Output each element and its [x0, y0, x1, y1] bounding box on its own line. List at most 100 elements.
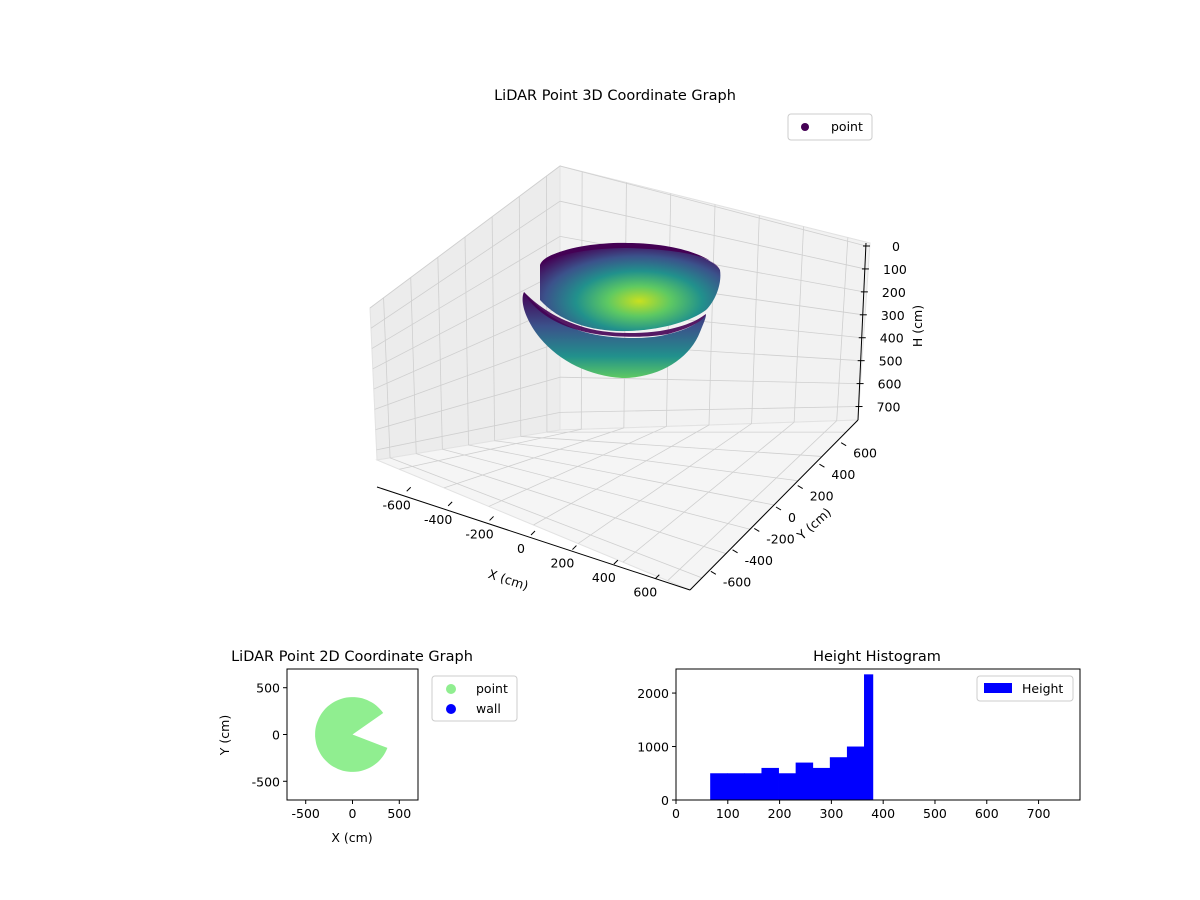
legend-3d: point — [787, 113, 873, 141]
histogram-title: Height Histogram — [813, 649, 941, 665]
y-tick-3d — [840, 442, 847, 447]
legend-histogram-swatch — [984, 683, 1012, 693]
z-tick-3d-label: 400 — [880, 331, 904, 346]
histogram-bar-5 — [795, 762, 814, 801]
histogram-bar-7 — [829, 757, 848, 801]
x-tick-2d-label: 500 — [387, 806, 411, 821]
histogram-chart: Height Histogram 0 100 200 300 400 500 600 7000… — [637, 649, 1081, 821]
y-tick-histogram-label: 1000 — [637, 740, 669, 755]
x-tick-2d-label: 0 — [349, 806, 357, 821]
x-tick-histogram-label: 100 — [716, 806, 740, 821]
y-axis-2d-label: Y (cm) — [217, 715, 232, 756]
histogram-ticks: 0 100 200 300 400 500 600 700 0 1000 2000 — [637, 686, 1050, 821]
z-axis-3d-line — [857, 242, 867, 421]
z-tick-3d-label: 600 — [878, 377, 902, 392]
histogram-bar-9 — [864, 674, 874, 800]
x-tick-3d-label: -200 — [465, 526, 493, 541]
z-tick-3d-label: 100 — [883, 262, 907, 277]
x-tick-3d-label: 400 — [592, 570, 616, 585]
grid-3d-y-floor — [494, 440, 799, 482]
grid-3d-z-left — [374, 341, 561, 410]
x-axis-3d-line — [376, 486, 691, 591]
x-tick-2d-label: -500 — [292, 806, 320, 821]
grid-3d-x-back — [793, 226, 804, 423]
y-tick-3d-label: -200 — [766, 531, 794, 546]
y-tick-3d — [732, 549, 738, 554]
legend-2d: point wall — [431, 675, 518, 722]
chart-2d: LiDAR Point 2D Coordinate Graph -500 0 500… — [217, 649, 518, 845]
y-tick-2d-label: 500 — [256, 681, 280, 696]
grid-3d-y-floor — [389, 457, 703, 579]
y-tick-3d — [819, 463, 825, 468]
x-tick-3d — [654, 574, 660, 580]
grid-3d-z-left — [375, 376, 561, 430]
x-tick-3d — [489, 516, 494, 521]
grid-3d-z-back — [559, 376, 860, 384]
y-tick-3d — [754, 527, 760, 532]
bowl-surface — [522, 242, 721, 378]
x-tick-3d-label: -400 — [424, 512, 452, 527]
x-tick-histogram-label: 400 — [871, 806, 895, 821]
legend-histogram-label: Height — [1022, 681, 1063, 696]
y-axis-3d-line — [689, 419, 859, 591]
x-tick-3d-label: 200 — [550, 556, 574, 571]
z-tick-3d-label: 200 — [882, 285, 906, 300]
y-tick-3d-label: 600 — [853, 446, 877, 461]
x-tick-3d — [530, 530, 536, 536]
grid-3d-y-floor — [468, 444, 775, 506]
x-tick-3d-label: 0 — [517, 541, 525, 556]
grid-3d-x-back — [836, 237, 849, 421]
y-tick-3d — [710, 570, 717, 575]
chart-3d-title: LiDAR Point 3D Coordinate Graph — [494, 88, 736, 104]
legend-histogram-frame — [976, 675, 1074, 702]
y-tick-3d-label: 200 — [810, 489, 834, 504]
y-tick-3d-label: 400 — [831, 467, 855, 482]
x-axis-2d-label: X (cm) — [331, 830, 372, 845]
bowl-front-rim — [524, 292, 706, 337]
y-tick-histogram-label: 0 — [661, 793, 669, 808]
y-tick-3d-label: -400 — [745, 553, 773, 568]
y-tick-3d — [797, 485, 803, 490]
x-tick-3d — [613, 559, 619, 565]
grid-3d-y-floor — [442, 448, 751, 530]
ticks-2d: -500 0 500 -500 0 500 — [252, 681, 412, 821]
grid-3d-z-left — [376, 412, 561, 451]
x-tick-3d — [447, 501, 453, 507]
x-tick-histogram-label: 500 — [923, 806, 947, 821]
x-tick-histogram-label: 200 — [768, 806, 792, 821]
histogram-bar-1 — [727, 773, 745, 800]
grid-3d-z-left — [372, 271, 561, 370]
y-tick-3d-label: 0 — [788, 510, 796, 525]
grid-3d-z-left — [370, 200, 561, 329]
plot-area-histogram — [675, 668, 1081, 801]
legend-2d-wall-label: wall — [476, 701, 501, 716]
legend-2d-point-label: point — [476, 681, 508, 696]
z-tick-3d-label: 700 — [877, 400, 901, 415]
grid-3d-y-floor — [520, 436, 823, 457]
grid-3d-y-left — [491, 216, 496, 441]
z-tick-3d-label: 500 — [879, 354, 903, 369]
x-tick-3d — [572, 545, 577, 550]
histogram-bars — [710, 674, 874, 801]
grid-3d-y-left — [437, 257, 443, 450]
x-tick-3d-label: -600 — [383, 497, 411, 512]
grid-3d-z-left — [371, 236, 561, 349]
x-tick-3d — [406, 486, 412, 492]
x-tick-histogram-label: 700 — [1027, 806, 1051, 821]
grid-3d-x-back — [751, 215, 760, 424]
grid-3d-y-left — [518, 196, 522, 437]
x-tick-3d-label: 600 — [633, 585, 657, 600]
z-tick-3d-label: 300 — [881, 308, 905, 323]
grid-3d-z-left — [369, 165, 561, 309]
x-tick-histogram-label: 600 — [975, 806, 999, 821]
histogram-bar-3 — [761, 767, 779, 800]
histogram-bar-4 — [778, 773, 797, 800]
y-tick-histogram-label: 2000 — [637, 686, 669, 701]
bowl-front-wall — [522, 292, 706, 378]
z-tick-3d-label: 0 — [892, 239, 900, 254]
legend-2d-point-marker — [446, 684, 456, 694]
y-tick-2d-label: 0 — [272, 728, 280, 743]
legend-3d-marker — [801, 123, 809, 131]
grid-3d-y-left — [410, 277, 417, 454]
